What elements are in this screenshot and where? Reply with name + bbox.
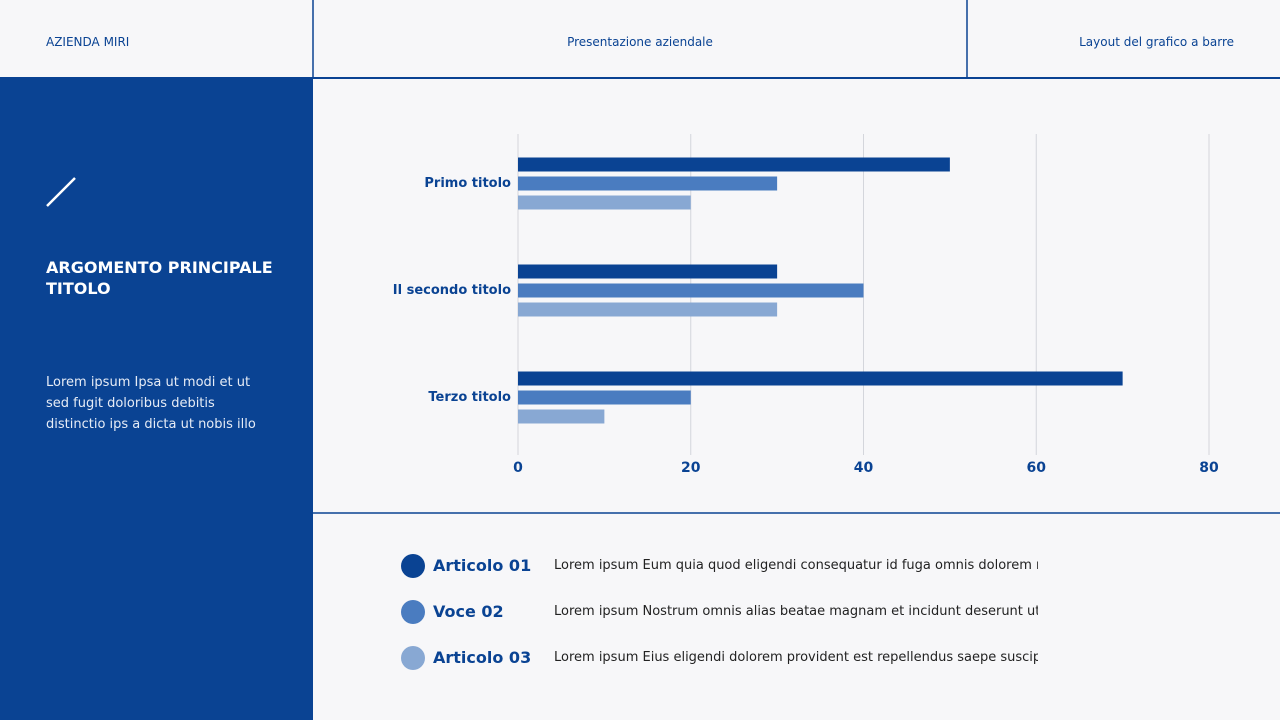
legend-swatch	[401, 554, 425, 578]
bar	[518, 283, 864, 298]
bar	[518, 302, 778, 317]
legend-name: Articolo 03	[433, 648, 532, 667]
sidebar-panel	[0, 78, 313, 720]
sidebar-title: ARGOMENTO PRINCIPALE TITOLO	[46, 258, 273, 298]
y-tick-label: Primo titolo	[424, 176, 511, 191]
bar	[518, 176, 778, 191]
x-tick-label: 60	[1027, 460, 1047, 476]
legend-description: Lorem ipsum Eius eligendi dolorem provid…	[554, 650, 1038, 665]
company-name: AZIENDA MIRI	[46, 35, 130, 49]
bar	[518, 409, 605, 424]
x-tick-label: 40	[854, 460, 874, 476]
bar	[518, 390, 691, 405]
slash-icon	[46, 177, 76, 207]
legend-name: Voce 02	[433, 602, 504, 621]
layout-name: Layout del grafico a barre	[1079, 35, 1234, 49]
legend-swatch	[401, 646, 425, 670]
x-tick-label: 80	[1199, 460, 1219, 476]
y-tick-label: Terzo titolo	[428, 390, 511, 405]
y-tick-label: Il secondo titolo	[393, 283, 511, 298]
sidebar-body: Lorem ipsum Ipsa ut modi et ut sed fugit…	[46, 375, 256, 432]
bar	[518, 195, 691, 210]
x-tick-label: 20	[681, 460, 701, 476]
x-tick-label: 0	[513, 460, 523, 476]
legend-name: Articolo 01	[433, 556, 532, 575]
presentation-name: Presentazione aziendale	[567, 35, 713, 49]
legend-description: Lorem ipsum Eum quia quod eligendi conse…	[554, 558, 1038, 573]
bar	[518, 157, 950, 172]
bar	[518, 371, 1123, 386]
legend-description: Lorem ipsum Nostrum omnis alias beatae m…	[554, 604, 1038, 619]
legend-swatch	[401, 600, 425, 624]
bar	[518, 264, 778, 279]
